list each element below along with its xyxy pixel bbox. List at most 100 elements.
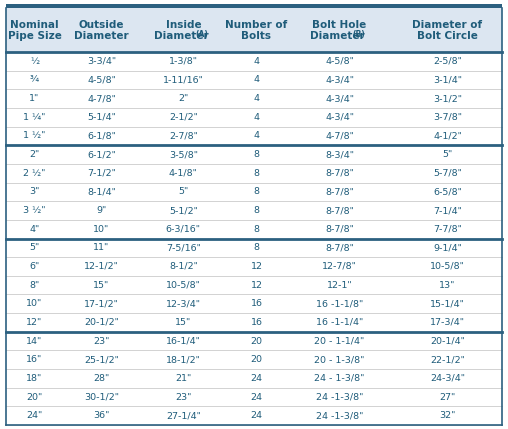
- Text: ¾: ¾: [30, 76, 39, 85]
- Bar: [6, 4, 502, 8]
- Text: 8: 8: [253, 150, 260, 159]
- Text: 8: 8: [253, 187, 260, 196]
- Text: 11": 11": [93, 243, 110, 252]
- Bar: [6, 369, 502, 388]
- Bar: [6, 294, 502, 313]
- Text: 20": 20": [26, 393, 43, 402]
- Text: 36": 36": [93, 411, 110, 420]
- Text: 4-3/4": 4-3/4": [325, 113, 354, 122]
- Text: 24 - 1-3/8": 24 - 1-3/8": [314, 374, 365, 383]
- Text: 30-1/2": 30-1/2": [84, 393, 119, 402]
- Bar: [6, 52, 502, 71]
- Text: 12": 12": [26, 318, 43, 327]
- Text: Bolts: Bolts: [241, 31, 271, 41]
- Text: 24 -1-3/8": 24 -1-3/8": [316, 393, 363, 402]
- Bar: [6, 108, 502, 127]
- Text: ½: ½: [30, 57, 39, 66]
- Bar: [6, 71, 502, 89]
- Text: 21": 21": [175, 374, 192, 383]
- Text: 4: 4: [253, 131, 260, 140]
- Bar: [6, 220, 502, 239]
- Text: 8-7/8": 8-7/8": [325, 243, 354, 252]
- Text: 24: 24: [250, 393, 263, 402]
- Text: 15": 15": [93, 281, 110, 290]
- Text: Bolt Circle: Bolt Circle: [417, 31, 478, 41]
- Bar: [6, 145, 502, 164]
- Text: 4-1/2": 4-1/2": [433, 131, 462, 140]
- Bar: [6, 183, 502, 201]
- Text: 9-1/4": 9-1/4": [433, 243, 462, 252]
- Text: 24: 24: [250, 411, 263, 420]
- Bar: [6, 164, 502, 183]
- Text: Pipe Size: Pipe Size: [8, 31, 61, 41]
- Text: 8-7/8": 8-7/8": [325, 187, 354, 196]
- Text: 20 - 1-1/4": 20 - 1-1/4": [314, 337, 365, 346]
- Text: 4-1/8": 4-1/8": [169, 169, 198, 178]
- Text: 13": 13": [439, 281, 456, 290]
- Text: 6-1/8": 6-1/8": [87, 131, 116, 140]
- Text: 8: 8: [253, 225, 260, 234]
- Bar: [6, 388, 502, 406]
- Text: 6": 6": [29, 262, 40, 271]
- Text: Diameter: Diameter: [74, 31, 129, 41]
- Text: 12-1/2": 12-1/2": [84, 262, 119, 271]
- Text: 4-7/8": 4-7/8": [325, 131, 354, 140]
- Text: 28": 28": [93, 374, 110, 383]
- Text: 24": 24": [26, 411, 43, 420]
- Text: Diameter of: Diameter of: [412, 20, 483, 30]
- Text: (B): (B): [352, 30, 365, 39]
- Text: 16 -1-1/4": 16 -1-1/4": [316, 318, 363, 327]
- Text: 22-1/2": 22-1/2": [430, 355, 465, 364]
- Bar: [6, 239, 502, 257]
- Text: 2-7/8": 2-7/8": [169, 131, 198, 140]
- Bar: [6, 8, 502, 52]
- Text: 4: 4: [253, 94, 260, 103]
- Text: 8-1/4": 8-1/4": [87, 187, 116, 196]
- Text: 4-5/8": 4-5/8": [87, 76, 116, 85]
- Text: 5-1/4": 5-1/4": [87, 113, 116, 122]
- Text: (A): (A): [195, 30, 208, 39]
- Text: 6-1/2": 6-1/2": [87, 150, 116, 159]
- Text: 2-5/8": 2-5/8": [433, 57, 462, 66]
- Text: 2": 2": [29, 150, 40, 159]
- Text: 12: 12: [250, 281, 263, 290]
- Text: 4-7/8": 4-7/8": [87, 94, 116, 103]
- Text: 5-1/2": 5-1/2": [169, 206, 198, 215]
- Text: 7-5/16": 7-5/16": [166, 243, 201, 252]
- Text: 18": 18": [26, 374, 43, 383]
- Text: 12-1": 12-1": [327, 281, 353, 290]
- Text: 23": 23": [175, 393, 192, 402]
- Text: 24-3/4": 24-3/4": [430, 374, 465, 383]
- Text: 8: 8: [253, 169, 260, 178]
- Text: 3 ½": 3 ½": [23, 206, 46, 215]
- Text: Number of: Number of: [226, 20, 288, 30]
- Text: 3-7/8": 3-7/8": [433, 113, 462, 122]
- Text: 20-1/2": 20-1/2": [84, 318, 119, 327]
- Text: 8-7/8": 8-7/8": [325, 206, 354, 215]
- Text: 8-3/4": 8-3/4": [325, 150, 354, 159]
- Text: 1": 1": [29, 94, 40, 103]
- Text: 27": 27": [439, 393, 456, 402]
- Text: 1 ¼": 1 ¼": [23, 113, 46, 122]
- Text: 1-3/8": 1-3/8": [169, 57, 198, 66]
- Text: 18-1/2": 18-1/2": [166, 355, 201, 364]
- Text: 20: 20: [250, 337, 263, 346]
- Text: 16: 16: [250, 299, 263, 308]
- Text: 15-1/4": 15-1/4": [430, 299, 465, 308]
- Bar: [6, 127, 502, 145]
- Text: 3-1/2": 3-1/2": [433, 94, 462, 103]
- Text: 3-3/4": 3-3/4": [87, 57, 116, 66]
- Text: 27-1/4": 27-1/4": [166, 411, 201, 420]
- Text: 17-1/2": 17-1/2": [84, 299, 119, 308]
- Text: 24: 24: [250, 374, 263, 383]
- Text: Nominal: Nominal: [10, 20, 59, 30]
- Text: Diameter: Diameter: [310, 31, 369, 41]
- Text: 1 ½": 1 ½": [23, 131, 46, 140]
- Text: 15": 15": [175, 318, 192, 327]
- Text: 10": 10": [93, 225, 110, 234]
- Text: Inside: Inside: [166, 20, 201, 30]
- Bar: [6, 332, 502, 350]
- Text: 2 ½": 2 ½": [23, 169, 46, 178]
- Text: 12-3/4": 12-3/4": [166, 299, 201, 308]
- Text: 12-7/8": 12-7/8": [322, 262, 357, 271]
